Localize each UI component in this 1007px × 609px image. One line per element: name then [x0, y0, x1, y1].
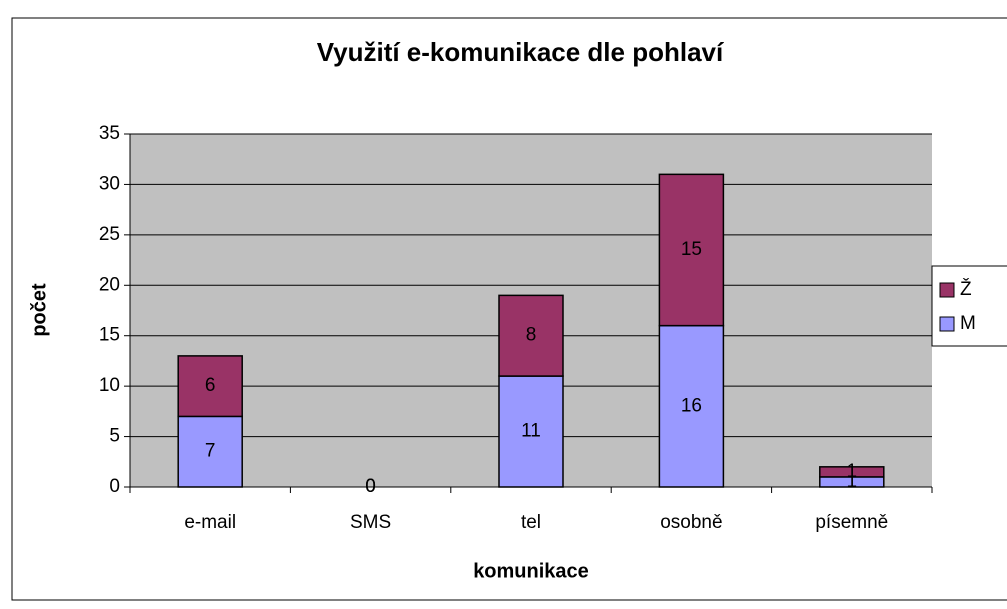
bar-segment [658, 173, 725, 327]
y-tick-label: 0 [109, 476, 120, 497]
y-tick-label: 30 [99, 173, 120, 194]
x-axis-label: komunikace [473, 560, 589, 582]
x-tick-label: SMS [350, 512, 391, 533]
data-label: 7 [205, 441, 216, 462]
y-tick-label: 5 [109, 426, 120, 447]
y-tick-label: 20 [99, 274, 120, 295]
x-tick-label: tel [521, 512, 541, 533]
data-label: 0 [365, 476, 376, 497]
y-tick-label: 10 [99, 375, 120, 396]
bar-segment [498, 294, 564, 377]
y-tick-label: 25 [99, 224, 120, 245]
legend-swatch [939, 282, 955, 298]
legend [931, 265, 1007, 347]
y-axis-label: počet [28, 283, 50, 337]
x-tick-label: osobně [660, 512, 722, 533]
bar-segment [819, 466, 885, 478]
legend-label: Ž [960, 278, 972, 300]
y-tick-label: 35 [99, 123, 120, 144]
x-tick-label: písemně [815, 512, 888, 533]
bar-segment [177, 355, 243, 418]
data-label: 16 [681, 395, 702, 416]
legend-label: M [960, 313, 976, 334]
bar-segment [658, 324, 725, 488]
data-label: 6 [205, 375, 216, 396]
legend-swatch [939, 316, 955, 332]
y-tick-label: 15 [99, 325, 120, 346]
data-label: 15 [681, 239, 702, 260]
data-label: 1 [847, 471, 858, 492]
x-tick-label: e-mail [184, 512, 236, 533]
data-label: 11 [521, 421, 541, 442]
bar-segment [498, 375, 564, 488]
data-label: 8 [526, 325, 537, 346]
chart-title: Využití e-komunikace dle pohlaví [317, 37, 724, 67]
data-label: 0 [365, 476, 376, 497]
data-label: 1 [847, 461, 858, 482]
